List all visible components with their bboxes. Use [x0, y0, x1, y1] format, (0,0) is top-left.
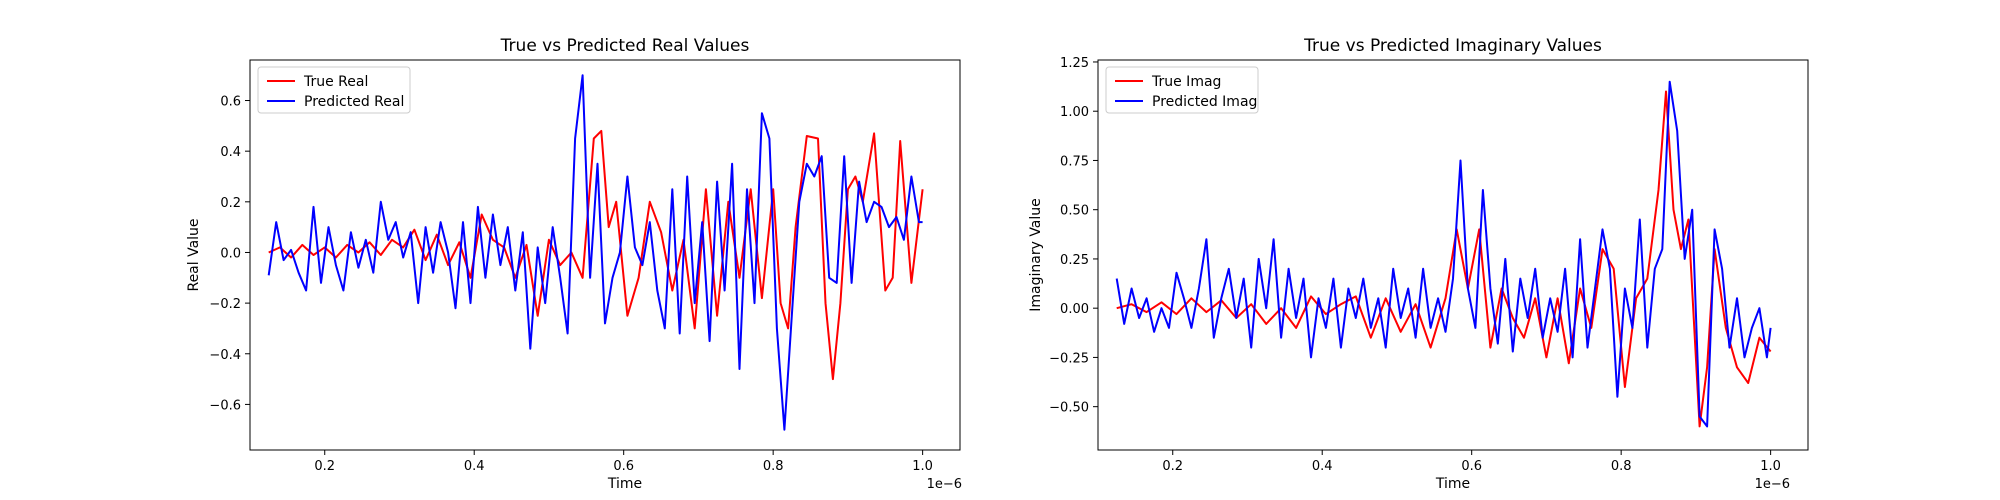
series-layer — [1115, 80, 1772, 428]
y-tick-label: −0.2 — [209, 297, 241, 312]
legend-label-0: True Imag — [1151, 74, 1221, 90]
x-tick-label: 0.4 — [1312, 459, 1333, 474]
chart-imaginary: True vs Predicted Imaginary Values Time … — [1028, 36, 1809, 492]
y-tick-label: 0.50 — [1060, 204, 1089, 219]
legend-box — [1105, 66, 1259, 114]
x-axis-label: Time — [607, 476, 642, 492]
y-tick-label: 0.00 — [1060, 302, 1089, 317]
x-tick-label: 0.6 — [613, 459, 634, 474]
x-tick-label: 0.6 — [1461, 459, 1482, 474]
y-tick-label: 0.6 — [220, 95, 241, 110]
ticks-layer: 0.2 0.4 0.6 0.8 1.0 −0.6 −0.4 −0.2 0.0 0.2 0.4 0.6 — [209, 95, 933, 474]
y-axis-label: Imaginary Value — [1028, 198, 1044, 312]
legend-label-1: Predicted Imag — [1152, 94, 1257, 110]
y-tick-label: 1.00 — [1060, 105, 1089, 120]
x-axis-label: Time — [1435, 476, 1470, 492]
x-tick-label: 0.2 — [314, 459, 335, 474]
y-tick-label: −0.4 — [209, 348, 241, 363]
y-axis-label: Real Value — [186, 218, 202, 291]
plot-frame — [1097, 59, 1809, 451]
x-tick-label: 1.0 — [1760, 459, 1781, 474]
y-tick-label: 0.4 — [220, 145, 241, 160]
series-line-1 — [267, 74, 923, 431]
x-tick-label: 0.4 — [464, 459, 485, 474]
series-line-0 — [1116, 90, 1772, 428]
y-tick-label: 0.2 — [220, 196, 241, 211]
y-tick-label: 0.25 — [1060, 253, 1089, 268]
series-line-0 — [268, 129, 924, 381]
chart-title: True vs Predicted Imaginary Values — [1303, 36, 1602, 56]
ticks-layer: 0.2 0.4 0.6 0.8 1.0 −0.50 −0.25 0.00 0.25 0.50 0.7… — [1049, 56, 1781, 474]
plot-frame — [249, 59, 961, 451]
chart-real: True vs Predicted Real Values Time Real … — [186, 36, 962, 492]
y-tick-label: −0.50 — [1049, 401, 1089, 416]
y-tick-label: 0.0 — [220, 246, 241, 261]
legend-box — [257, 66, 411, 114]
legend: True Imag Predicted Imag — [1105, 66, 1259, 114]
chart-title: True vs Predicted Real Values — [500, 36, 750, 56]
x-offset-text: 1e−6 — [1755, 477, 1790, 492]
series-line-1 — [1115, 80, 1772, 428]
y-tick-label: 0.75 — [1060, 154, 1089, 169]
x-tick-label: 0.2 — [1162, 459, 1183, 474]
legend-label-0: True Real — [303, 74, 368, 90]
x-tick-label: 1.0 — [912, 459, 933, 474]
legend: True Real Predicted Real — [257, 66, 411, 114]
x-tick-label: 0.8 — [763, 459, 784, 474]
x-tick-label: 0.8 — [1611, 459, 1632, 474]
x-offset-text: 1e−6 — [927, 477, 962, 492]
y-tick-label: −0.25 — [1049, 351, 1089, 366]
legend-label-1: Predicted Real — [304, 94, 404, 110]
y-tick-label: 1.25 — [1060, 56, 1089, 71]
series-layer — [267, 74, 924, 431]
y-tick-label: −0.6 — [209, 398, 241, 413]
